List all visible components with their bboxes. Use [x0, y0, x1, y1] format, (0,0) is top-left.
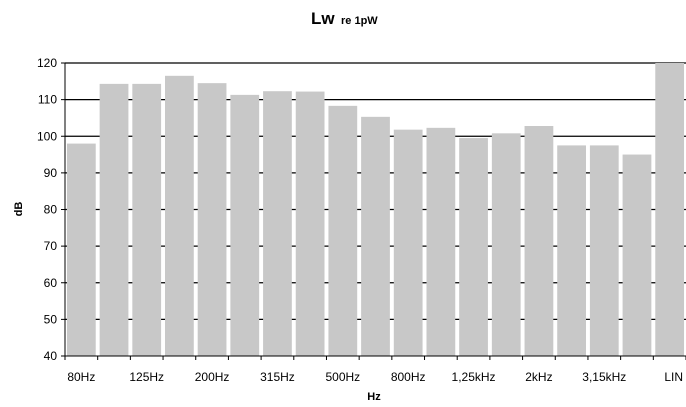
- y-tick-label: 70: [44, 239, 58, 253]
- bar: [393, 129, 423, 356]
- bar: [263, 91, 292, 357]
- x-tick-label: 80Hz: [67, 370, 95, 384]
- x-tick-label: 500Hz: [325, 370, 360, 384]
- bar: [197, 83, 227, 357]
- bar: [655, 63, 685, 356]
- bar: [557, 145, 586, 356]
- bar: [622, 154, 652, 356]
- chart-subtitle: re 1pW: [341, 15, 378, 27]
- bar: [230, 94, 260, 357]
- x-tick-label: LIN: [664, 370, 683, 384]
- y-tick-label: 90: [44, 166, 58, 180]
- bar: [361, 116, 390, 357]
- x-tick-label: 125Hz: [129, 370, 164, 384]
- y-tick-label: 50: [44, 312, 58, 326]
- x-axis-title: Hz: [367, 391, 381, 403]
- y-tick-label: 100: [37, 129, 57, 143]
- x-tick-label: 315Hz: [260, 370, 295, 384]
- x-tick-label: 3,15kHz: [582, 370, 626, 384]
- bar: [66, 143, 96, 356]
- chart-title: Lw: [311, 9, 335, 28]
- bar: [491, 133, 521, 356]
- bar: [589, 145, 619, 356]
- bar: [328, 105, 358, 356]
- x-tick-label: 2kHz: [525, 370, 552, 384]
- x-tick-label: 800Hz: [391, 370, 426, 384]
- bar: [459, 138, 488, 356]
- x-tick-label: 1,25kHz: [452, 370, 496, 384]
- y-tick-label: 60: [44, 276, 58, 290]
- y-tick-label: 80: [44, 203, 58, 217]
- y-tick-label: 120: [37, 56, 57, 70]
- x-tick-labels: 80Hz 125Hz 200Hz 315Hz 500Hz 800Hz 1,25kHz 2kHz…: [67, 370, 683, 384]
- y-axis-title: dB: [13, 202, 25, 217]
- bar: [524, 125, 554, 357]
- y-tick-label: 110: [38, 93, 57, 107]
- bar: [99, 83, 129, 356]
- y-tick-label: 40: [44, 349, 58, 363]
- y-tick-labels: 40 50 60 70 80 90 100 110 120: [37, 56, 57, 363]
- x-tick-label: 200Hz: [195, 370, 230, 384]
- bar: [426, 127, 456, 356]
- axes: [61, 62, 686, 360]
- bar: [132, 83, 162, 356]
- bar: [295, 91, 325, 356]
- bar: [165, 75, 194, 356]
- bars: [66, 63, 685, 357]
